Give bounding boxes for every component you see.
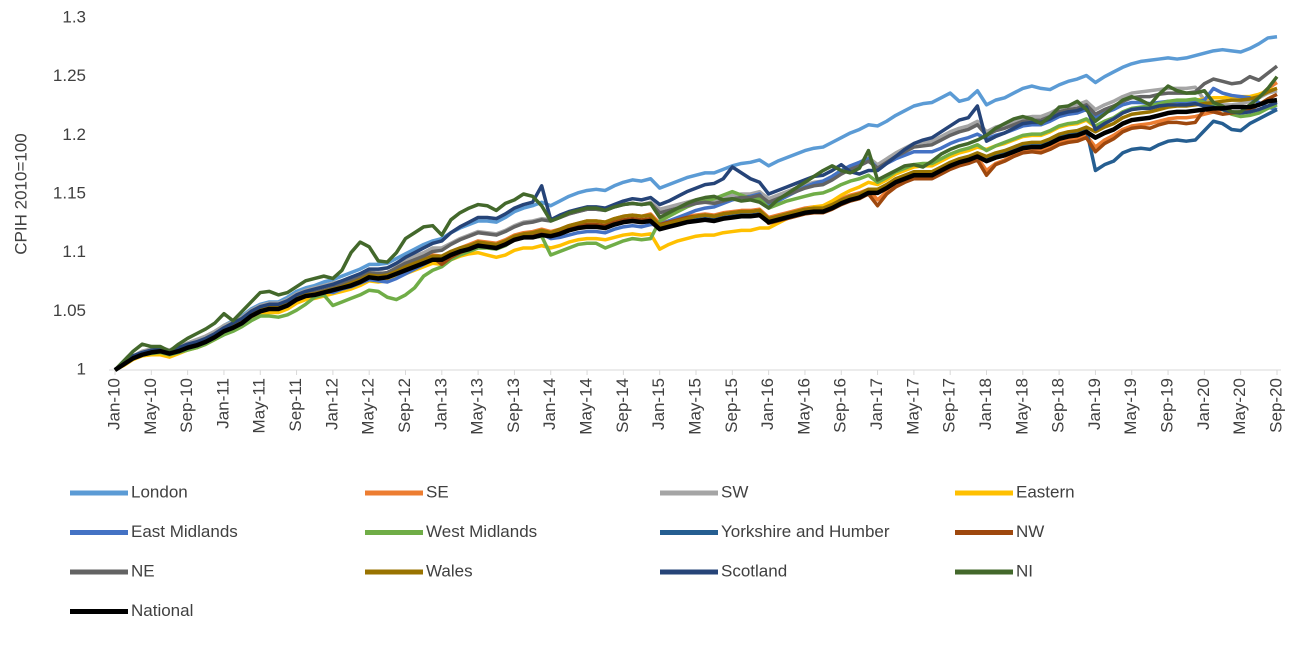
series-line [113, 97, 1278, 372]
y-axis-label: CPIH 2010=100 [11, 133, 30, 254]
x-tick-label: May-10 [141, 378, 160, 435]
y-tick-label: 1.25 [53, 66, 86, 85]
x-tick-label: Sep-19 [1158, 378, 1177, 433]
x-tick-label: Sep-17 [940, 378, 959, 433]
x-tick-label: Sep-15 [722, 378, 741, 433]
legend-label: Wales [426, 561, 473, 580]
x-tick-label: May-12 [359, 378, 378, 435]
y-tick-label: 1.2 [62, 125, 86, 144]
x-tick-label: Jan-10 [104, 378, 123, 430]
y-tick-label: 1.3 [62, 7, 86, 26]
legend-label: London [131, 482, 188, 501]
x-tick-label: May-18 [1012, 378, 1031, 435]
x-tick-label: May-11 [250, 378, 269, 433]
legend-label: Scotland [721, 561, 787, 580]
x-tick-label: May-14 [577, 378, 596, 435]
x-tick-label: Sep-12 [395, 378, 414, 433]
x-tick-label: May-20 [1230, 378, 1249, 435]
series-line [114, 107, 1278, 372]
legend-label: SE [426, 482, 449, 501]
series-line [114, 86, 1278, 372]
series-line [114, 86, 1278, 372]
y-tick-label: 1.15 [53, 183, 86, 202]
x-tick-label: Jan-18 [976, 378, 995, 430]
y-tick-label: 1 [77, 359, 86, 378]
x-tick-label: Sep-14 [613, 378, 632, 433]
legend-label: NE [131, 561, 155, 580]
x-tick-label: May-16 [794, 378, 813, 435]
x-tick-label: Sep-20 [1266, 378, 1285, 433]
series-line [114, 86, 1278, 372]
x-tick-label: Sep-11 [286, 378, 305, 432]
x-tick-label: Sep-13 [504, 378, 523, 433]
legend-label: Eastern [1016, 482, 1075, 501]
x-tick-label: May-19 [1121, 378, 1140, 435]
x-tick-label: Sep-10 [177, 378, 196, 433]
x-tick-label: May-13 [468, 378, 487, 435]
x-tick-label: Jan-12 [322, 378, 341, 430]
x-tick-label: Jan-16 [758, 378, 777, 430]
x-tick-label: May-17 [903, 378, 922, 435]
x-tick-label: May-15 [685, 378, 704, 435]
series-line [113, 35, 1278, 372]
legend-label: National [131, 601, 193, 620]
legend-label: Yorkshire and Humber [721, 522, 890, 541]
x-tick-label: Jan-19 [1085, 378, 1104, 430]
x-tick-label: Jan-13 [431, 378, 450, 430]
legend-label: NW [1016, 522, 1044, 541]
y-tick-label: 1.1 [62, 242, 86, 261]
legend-label: East Midlands [131, 522, 238, 541]
x-tick-label: Jan-17 [867, 378, 886, 430]
legend-label: NI [1016, 561, 1033, 580]
legend-label: West Midlands [426, 522, 537, 541]
x-tick-label: Sep-18 [1049, 378, 1068, 433]
x-tick-label: Jan-15 [649, 378, 668, 430]
x-tick-label: Jan-11 [213, 378, 232, 429]
x-tick-label: Jan-14 [540, 378, 559, 430]
legend-label: SW [721, 482, 748, 501]
series-line [113, 75, 1279, 372]
x-tick-label: Jan-20 [1194, 378, 1213, 430]
y-tick-label: 1.05 [53, 301, 86, 320]
x-tick-label: Sep-16 [831, 378, 850, 433]
